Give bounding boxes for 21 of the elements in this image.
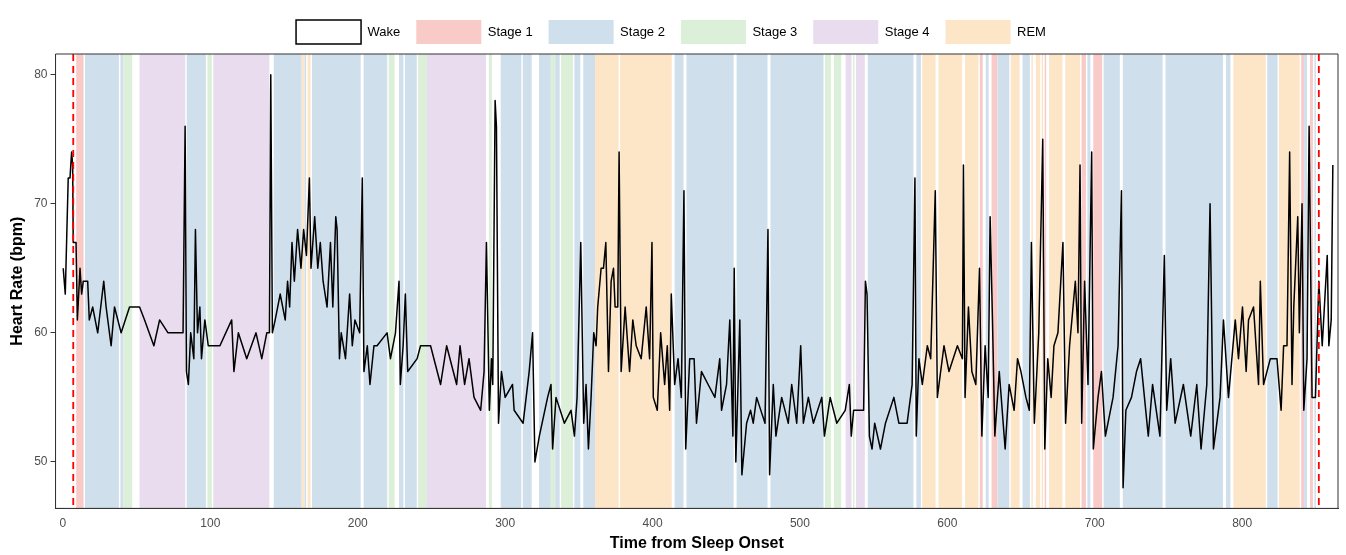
x-tick-label: 0 xyxy=(59,515,67,530)
x-tick-label: 200 xyxy=(347,515,369,530)
legend-label: Stage 2 xyxy=(620,23,665,39)
x-tick-label: 300 xyxy=(495,515,516,530)
y-axis-title: Heart Rate (bpm) xyxy=(8,216,26,346)
x-tick-label: 600 xyxy=(937,515,958,530)
y-tick-label: 50 xyxy=(34,454,48,469)
legend-label: Stage 4 xyxy=(884,23,930,39)
y-tick-label: 80 xyxy=(34,66,48,81)
legend-label: Stage 1 xyxy=(487,23,533,39)
legend-label: REM xyxy=(1017,23,1046,39)
x-tick-label: 100 xyxy=(200,515,221,530)
x-axis-title: Time from Sleep Onset xyxy=(609,533,785,551)
x-tick-label: 400 xyxy=(642,515,663,530)
x-tick-label: 800 xyxy=(1232,515,1253,530)
y-tick-label: 70 xyxy=(34,196,48,211)
legend-label: Wake xyxy=(367,23,401,39)
y-tick-label: 60 xyxy=(34,325,48,340)
x-tick-label: 700 xyxy=(1084,515,1106,530)
x-tick-label: 500 xyxy=(789,515,811,530)
legend-label: Stage 3 xyxy=(752,23,798,39)
